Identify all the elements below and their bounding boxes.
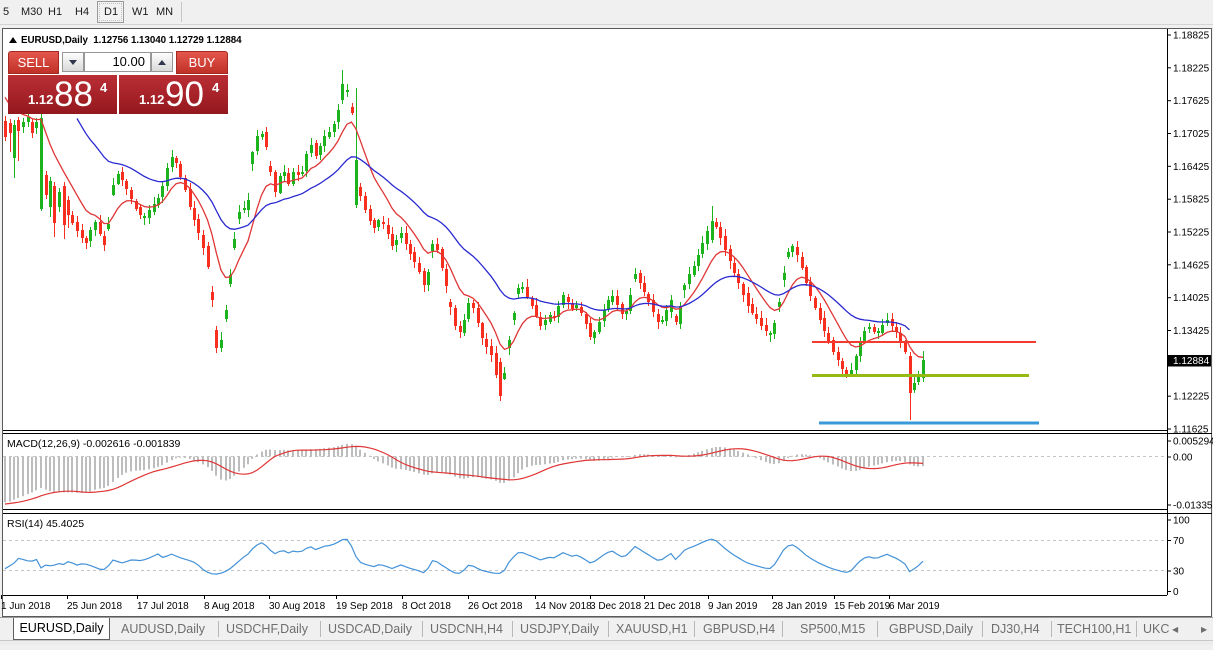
- svg-text:26 Oct 2018: 26 Oct 2018: [468, 601, 523, 612]
- svg-text:MACD(12,26,9) -0.002616 -0.001: MACD(12,26,9) -0.002616 -0.001839: [7, 438, 181, 450]
- svg-text:19 Sep 2018: 19 Sep 2018: [336, 601, 393, 612]
- svg-text:1.18225: 1.18225: [1173, 63, 1210, 74]
- svg-text:1.15825: 1.15825: [1173, 195, 1210, 206]
- svg-text:1.12225: 1.12225: [1173, 392, 1210, 403]
- svg-text:1.16425: 1.16425: [1173, 162, 1210, 173]
- svg-text:30: 30: [1173, 567, 1185, 578]
- svg-text:-0.013353: -0.013353: [1173, 501, 1213, 512]
- svg-text:1.18825: 1.18825: [1173, 31, 1210, 42]
- svg-text:17 Jul 2018: 17 Jul 2018: [137, 601, 189, 612]
- svg-text:1.14625: 1.14625: [1173, 260, 1210, 271]
- svg-text:1 Jun 2018: 1 Jun 2018: [1, 601, 51, 612]
- svg-text:1.17625: 1.17625: [1173, 96, 1210, 107]
- svg-text:0: 0: [1173, 587, 1179, 598]
- svg-text:70: 70: [1173, 536, 1185, 547]
- svg-text:25 Jun 2018: 25 Jun 2018: [67, 601, 122, 612]
- svg-text:14 Nov 2018: 14 Nov 2018: [535, 601, 592, 612]
- svg-text:28 Jan 2019: 28 Jan 2019: [772, 601, 827, 612]
- svg-text:0.00: 0.00: [1173, 453, 1193, 464]
- svg-text:9 Jan 2019: 9 Jan 2019: [708, 601, 758, 612]
- svg-text:30 Aug 2018: 30 Aug 2018: [269, 601, 326, 612]
- svg-text:1.15225: 1.15225: [1173, 228, 1210, 239]
- svg-text:RSI(14) 45.4025: RSI(14) 45.4025: [7, 518, 84, 530]
- svg-text:15 Feb 2019: 15 Feb 2019: [834, 601, 891, 612]
- svg-text:1.17025: 1.17025: [1173, 129, 1210, 140]
- svg-text:1.11625: 1.11625: [1173, 425, 1209, 436]
- svg-text:1.12884: 1.12884: [1173, 356, 1210, 367]
- svg-text:1.14025: 1.14025: [1173, 293, 1210, 304]
- svg-text:100: 100: [1173, 516, 1190, 527]
- svg-text:21 Dec 2018: 21 Dec 2018: [644, 601, 701, 612]
- svg-text:EURUSD,Daily 1.12756 1.13040: EURUSD,Daily 1.12756 1.13040 1.12729 1.1…: [21, 35, 242, 46]
- svg-text:8 Oct 2018: 8 Oct 2018: [402, 601, 451, 612]
- svg-text:8 Aug 2018: 8 Aug 2018: [204, 601, 255, 612]
- svg-text:3 Dec 2018: 3 Dec 2018: [590, 601, 642, 612]
- svg-text:0.005294: 0.005294: [1173, 437, 1213, 448]
- svg-text:6 Mar 2019: 6 Mar 2019: [889, 601, 940, 612]
- svg-text:1.13425: 1.13425: [1173, 326, 1210, 337]
